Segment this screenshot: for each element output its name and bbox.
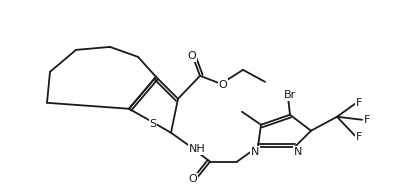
Text: O: O — [188, 51, 196, 61]
Text: F: F — [356, 98, 362, 108]
Text: O: O — [188, 174, 197, 184]
Text: NH: NH — [188, 144, 206, 154]
Text: F: F — [364, 115, 370, 125]
Text: Br: Br — [284, 90, 296, 100]
Text: N: N — [251, 147, 259, 157]
Text: O: O — [219, 80, 228, 90]
Text: F: F — [356, 132, 362, 142]
Text: S: S — [149, 119, 157, 129]
Text: N: N — [294, 147, 302, 157]
